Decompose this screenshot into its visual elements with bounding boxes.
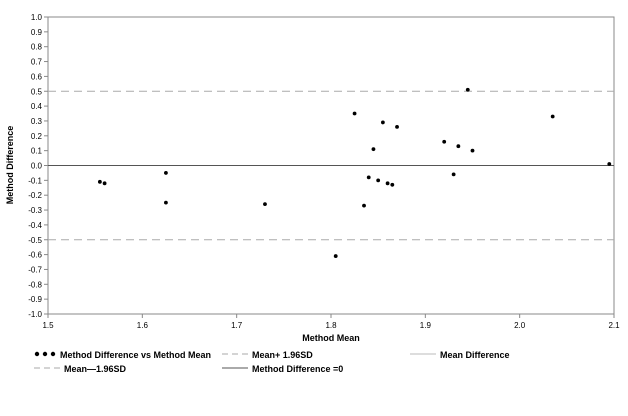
data-point — [97, 179, 102, 184]
x-axis-title: Method Mean — [302, 333, 360, 343]
reference-lines — [48, 90, 614, 241]
y-tick-label: -0.1 — [28, 176, 42, 185]
y-tick-label: 0.8 — [31, 43, 43, 52]
data-point — [385, 181, 390, 186]
y-tick-label: 0.0 — [31, 162, 43, 171]
y-tick-label: 0.9 — [31, 28, 43, 37]
y-tick-label: -1.0 — [28, 310, 42, 319]
y-tick-label: -0.7 — [28, 265, 42, 274]
x-tick-label: 1.6 — [137, 321, 149, 330]
data-point — [164, 171, 168, 175]
y-tick-label: -0.3 — [28, 206, 42, 215]
y-tick-label: 0.6 — [31, 72, 43, 81]
data-point — [442, 139, 447, 144]
data-point — [362, 203, 366, 208]
y-tick-label: 0.3 — [31, 117, 43, 126]
y-axis-title: Method Difference — [5, 126, 15, 205]
data-point — [550, 114, 555, 119]
data-point — [376, 178, 381, 183]
y-tick-label: -0.4 — [28, 221, 42, 230]
y-tick-label: -0.9 — [28, 295, 42, 304]
x-tick-label: 2.1 — [608, 321, 620, 330]
y-tick-label: -0.8 — [28, 280, 42, 289]
y-axis-ticks: -1.0 -0.9 -0.8 -0.7 -0.6 -0.5 -0.4 -0.3 -0.2 -0.1… — [28, 13, 48, 319]
data-point — [352, 111, 357, 116]
y-tick-label: -0.2 — [28, 191, 42, 200]
y-tick-label: 0.5 — [31, 87, 43, 96]
data-point — [102, 181, 107, 186]
y-tick-label: 0.4 — [31, 102, 43, 111]
y-tick-label: -0.6 — [28, 251, 42, 260]
y-tick-label: -0.5 — [28, 236, 42, 245]
y-tick-label: 1.0 — [31, 13, 43, 22]
data-point — [333, 254, 338, 258]
y-tick-label: 0.2 — [31, 132, 43, 141]
data-point — [380, 120, 385, 125]
data-point — [390, 182, 395, 187]
x-tick-label: 1.9 — [420, 321, 432, 330]
data-point — [451, 172, 456, 177]
data-point — [395, 124, 399, 129]
x-axis-ticks: 1.5 1.6 1.7 1.8 1.9 2.0 2.1 — [42, 314, 620, 330]
y-tick-label: 0.7 — [31, 58, 43, 67]
data-point — [607, 162, 612, 166]
x-tick-label: 2.0 — [514, 321, 526, 330]
data-point — [470, 148, 475, 153]
data-point — [366, 175, 371, 180]
data-point — [371, 147, 376, 152]
x-tick-label: 1.8 — [325, 321, 337, 330]
data-point — [456, 144, 461, 149]
x-tick-label: 1.7 — [231, 321, 243, 330]
data-point — [465, 87, 470, 92]
x-tick-label: 1.5 — [42, 321, 54, 330]
data-point — [164, 200, 168, 205]
scatter-points — [97, 87, 612, 258]
y-tick-label: 0.1 — [31, 147, 43, 156]
data-point — [263, 202, 267, 207]
